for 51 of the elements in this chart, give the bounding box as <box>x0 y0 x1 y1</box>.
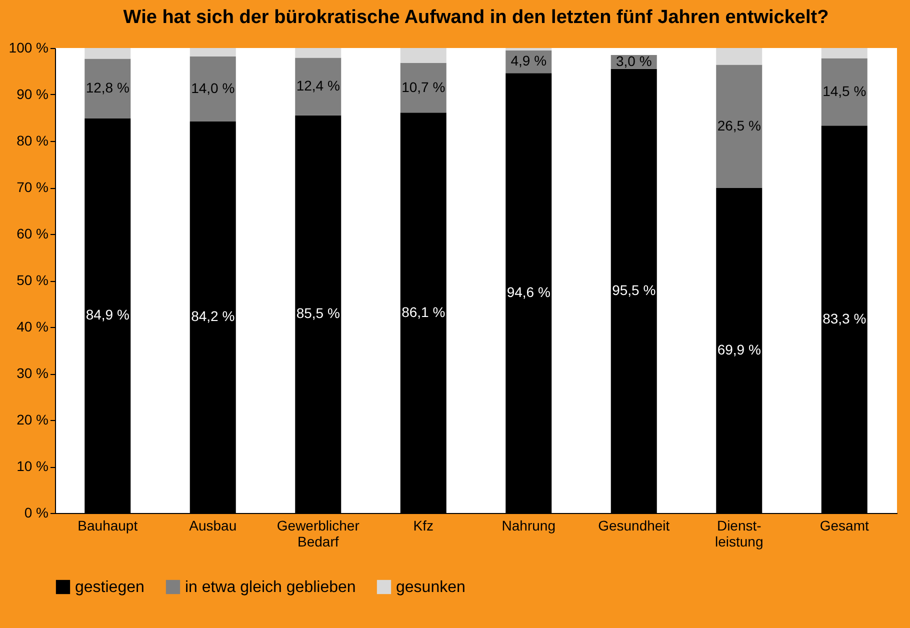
bar <box>84 48 131 59</box>
bar <box>821 48 868 58</box>
bar <box>716 64 762 188</box>
y-tick-label: 40 % <box>16 318 48 334</box>
data-label: 85,5 % <box>296 305 340 322</box>
bar <box>295 58 342 116</box>
y-tick-label: 20 % <box>16 412 48 428</box>
y-tick-label: 0 % <box>24 504 48 520</box>
data-label: 10,7 % <box>402 78 446 95</box>
data-label: 86,1 % <box>402 304 446 320</box>
x-tick-label: Gesundheit <box>598 518 670 534</box>
bar <box>400 48 446 63</box>
data-label: 14,0 % <box>191 80 235 96</box>
bar <box>190 48 236 56</box>
x-tick-label: Bauhaupt <box>78 518 138 534</box>
legend-label: in etwa gleich geblieben <box>185 579 356 596</box>
chart-title: Wie hat sich der bürokratische Aufwand in den letzten fünf Jahren entwickelt? <box>123 7 829 28</box>
bar <box>400 62 446 113</box>
y-tick-label: 50 % <box>16 272 48 288</box>
data-label: 83,3 % <box>822 310 866 326</box>
data-label: 4,9 % <box>510 52 547 69</box>
data-label: 84,2 % <box>191 308 235 324</box>
data-label: 69,9 % <box>717 341 761 358</box>
data-label: 84,9 % <box>86 306 130 323</box>
data-label: 3,0 % <box>616 52 652 69</box>
y-tick-label: 30 % <box>16 365 48 381</box>
data-label: 12,8 % <box>86 79 130 96</box>
y-tick-label: 90 % <box>16 86 48 102</box>
data-label: 12,4 % <box>296 78 340 94</box>
x-tick-label: Gesamt <box>820 518 869 534</box>
data-label: 95,5 % <box>612 282 656 298</box>
legend-label: gestiegen <box>75 579 144 596</box>
data-label: 14,5 % <box>822 82 866 99</box>
data-label: 26,5 % <box>717 117 761 134</box>
bar <box>190 56 236 122</box>
bar <box>716 48 762 65</box>
legend-label: gesunken <box>396 579 466 596</box>
bar <box>821 58 868 126</box>
x-tick-label: Gewerblicher Bedarf <box>276 518 360 550</box>
y-tick-label: 10 % <box>16 458 48 474</box>
x-tick-label: Kfz <box>413 518 434 534</box>
y-tick-label: 80 % <box>16 132 48 148</box>
bar <box>295 48 342 58</box>
x-tick-label: Nahrung <box>502 518 556 534</box>
data-label: 94,6 % <box>506 284 550 300</box>
y-tick-label: 70 % <box>16 179 48 195</box>
y-tick-label: 60 % <box>16 226 48 242</box>
x-tick-label: Dienst- leistung <box>714 518 764 550</box>
bar <box>84 58 131 118</box>
x-tick-label: Ausbau <box>189 518 237 534</box>
y-tick-label: 100 % <box>8 40 48 56</box>
